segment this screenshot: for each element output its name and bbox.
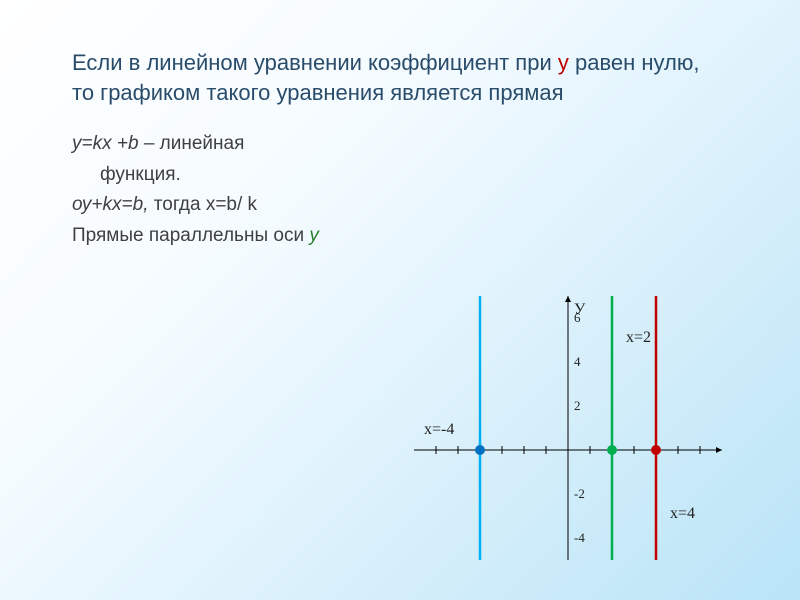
- vline-label-4: х=4: [670, 505, 695, 522]
- title-part-1: Если в линейном уравнении коэффициент пр…: [72, 50, 558, 75]
- y-tick-label: 2: [574, 398, 581, 413]
- eq1-desc: – линейная: [139, 133, 245, 154]
- title-highlight-y: у: [558, 50, 569, 75]
- parallel-y: у: [309, 225, 319, 246]
- equation-oy: оу+kх=b,: [72, 194, 148, 215]
- point-2: [607, 445, 617, 455]
- point-4: [651, 445, 661, 455]
- y-tick-label: 4: [574, 354, 581, 369]
- vline-label-2: х=2: [626, 329, 651, 346]
- eq2-then: тогда х=b/ k: [148, 194, 257, 215]
- vline-label--4: х=-4: [424, 421, 454, 438]
- point--4: [475, 445, 485, 455]
- equation-ykxb: у=kх +b: [72, 133, 139, 154]
- body-text: у=kх +b – линейная функция. оу+kх=b, тог…: [72, 129, 740, 251]
- slide-title: Если в линейном уравнении коэффициент пр…: [72, 48, 712, 107]
- y-tick-label: -2: [574, 486, 585, 501]
- parallel-text: Прямые параллельны оси: [72, 225, 309, 246]
- eq1-desc-line2: функция.: [100, 164, 181, 185]
- chart: 642-2-4Ух=-4х=2х=4: [388, 260, 748, 560]
- y-axis-label: У: [574, 301, 586, 318]
- y-tick-label: -4: [574, 530, 585, 545]
